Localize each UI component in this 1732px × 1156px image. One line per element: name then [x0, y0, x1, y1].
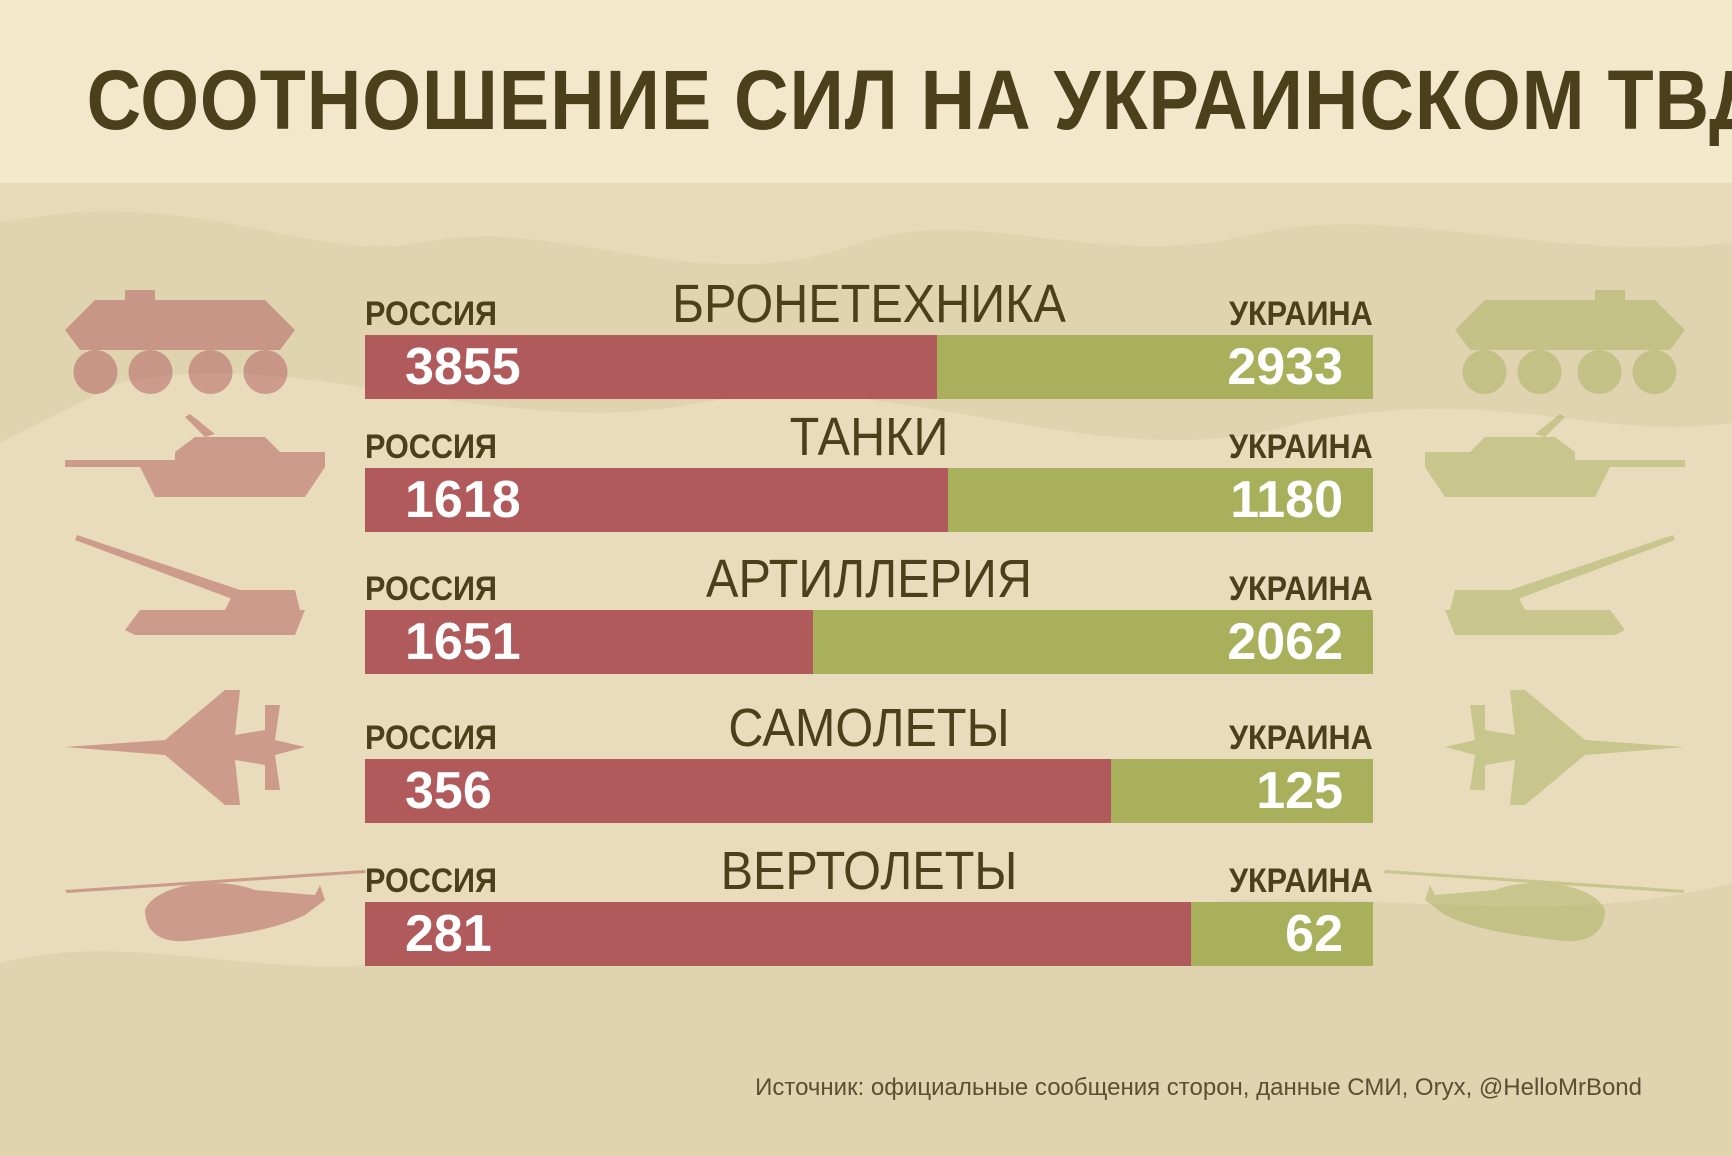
- ukraine-bar: [813, 610, 1373, 674]
- russia-label: РОССИЯ: [365, 719, 498, 757]
- ukraine-label: УКРАИНА: [1229, 570, 1373, 608]
- ukraine-value: 125: [1256, 762, 1343, 820]
- russia-label: РОССИЯ: [365, 428, 498, 466]
- share-bar: [365, 468, 1373, 532]
- ukraine-bar: [1111, 759, 1373, 823]
- chart-title: СООТНОШЕНИЕ СИЛ НА УКРАИНСКОМ ТВД: [86, 53, 1732, 147]
- share-bar: [365, 335, 1373, 399]
- ukraine-bar: [937, 335, 1373, 399]
- category-row: РОССИЯ САМОЛЕТЫ УКРАИНА 356 125: [365, 698, 1373, 859]
- russia-label: РОССИЯ: [365, 295, 498, 333]
- russia-bar: [365, 468, 948, 532]
- share-bar: [365, 902, 1373, 966]
- russia-value: 281: [405, 905, 492, 963]
- russia-bar: [365, 610, 814, 674]
- category-row: РОССИЯ ТАНКИ УКРАИНА 1618 1180: [365, 407, 1373, 568]
- category-label: ВЕРТОЛЕТЫ: [720, 841, 1018, 901]
- category-label: БРОНЕТЕХНИКА: [672, 274, 1066, 334]
- russia-value: 1618: [405, 471, 521, 529]
- share-bar: [365, 610, 1373, 674]
- ukraine-value: 1180: [1230, 471, 1343, 529]
- russia-value: 356: [405, 762, 492, 820]
- ukraine-label: УКРАИНА: [1229, 862, 1373, 900]
- category-label: ТАНКИ: [789, 407, 949, 467]
- ukraine-label: УКРАИНА: [1229, 295, 1373, 333]
- ukraine-label: УКРАИНА: [1229, 428, 1373, 466]
- share-bar: [365, 759, 1373, 823]
- header: СООТНОШЕНИЕ СИЛ НА УКРАИНСКОМ ТВД: [0, 0, 1732, 183]
- category-row: РОССИЯ БРОНЕТЕХНИКА УКРАИНА 3855 2933: [365, 274, 1373, 435]
- russia-value: 1651: [405, 613, 521, 671]
- russia-value: 3855: [405, 338, 521, 396]
- source-note: Источник: официальные сообщения сторон, …: [755, 1074, 1642, 1101]
- russia-label: РОССИЯ: [365, 570, 498, 608]
- category-label: САМОЛЕТЫ: [728, 698, 1010, 758]
- category-row: РОССИЯ АРТИЛЛЕРИЯ УКРАИНА 1651 2062: [365, 549, 1373, 710]
- russia-bar: [365, 335, 938, 399]
- ukraine-label: УКРАИНА: [1229, 719, 1373, 757]
- category-row: РОССИЯ ВЕРТОЛЕТЫ УКРАИНА 281 62: [365, 841, 1373, 1002]
- ukraine-value: 62: [1285, 905, 1343, 963]
- russia-label: РОССИЯ: [365, 862, 498, 900]
- ukraine-value: 2933: [1227, 338, 1343, 396]
- ukraine-value: 2062: [1227, 613, 1343, 671]
- category-label: АРТИЛЛЕРИЯ: [706, 549, 1032, 609]
- ukraine-bar: [947, 468, 1373, 532]
- ukraine-bar: [1190, 902, 1373, 966]
- russia-bar: [365, 759, 1112, 823]
- russia-bar: [365, 902, 1191, 966]
